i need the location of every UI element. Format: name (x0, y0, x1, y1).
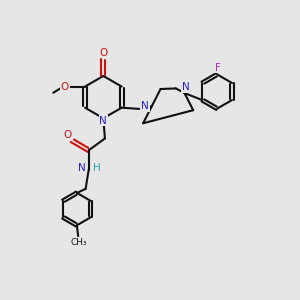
Text: O: O (99, 48, 107, 58)
Text: O: O (63, 130, 71, 140)
Text: F: F (215, 63, 221, 73)
Text: H: H (93, 164, 101, 173)
Text: CH₃: CH₃ (70, 238, 87, 247)
Text: N: N (141, 101, 149, 111)
Text: N: N (182, 82, 190, 92)
Text: O: O (61, 82, 69, 92)
Text: N: N (100, 116, 107, 126)
Text: N: N (78, 164, 86, 173)
